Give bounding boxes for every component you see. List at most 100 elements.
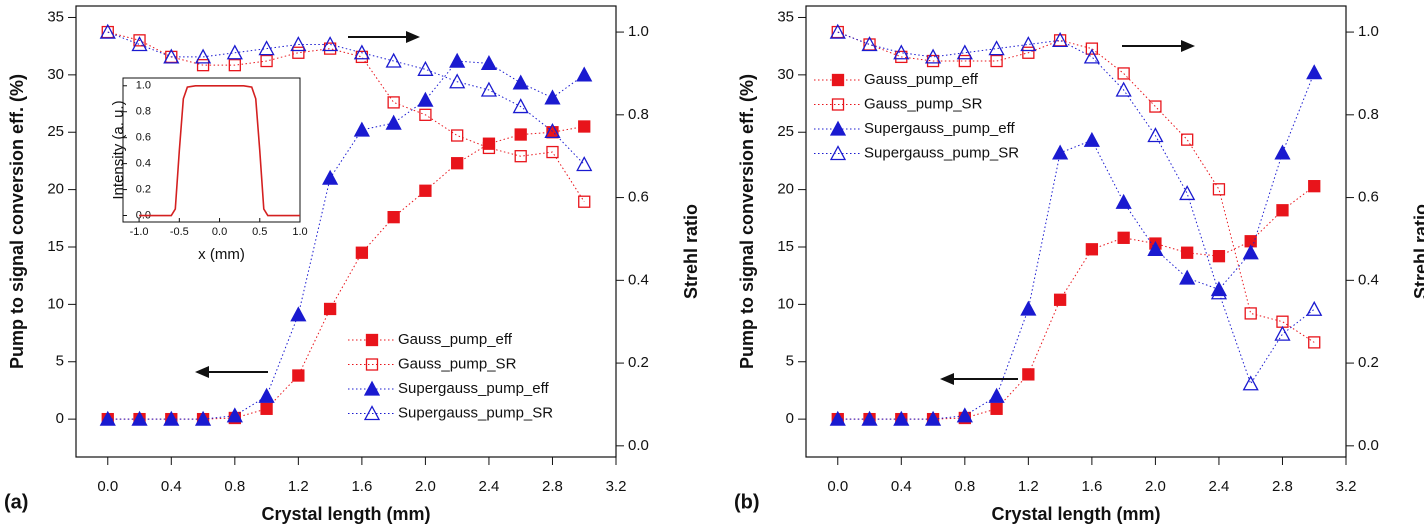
marker (861, 36, 878, 52)
marker (1244, 307, 1257, 320)
marker (893, 44, 910, 60)
series-line (107, 60, 585, 420)
marker (576, 66, 593, 82)
marker (1212, 250, 1226, 263)
legend-label: Supergauss_pump_SR (398, 404, 553, 421)
y-tick-label: 35 (777, 8, 794, 25)
y2-tick-label: 0.8 (628, 106, 649, 123)
marker (196, 59, 210, 72)
marker (419, 184, 432, 197)
marker (990, 54, 1003, 68)
marker (194, 410, 212, 426)
marker (99, 23, 116, 39)
y-tick-label: 10 (47, 295, 64, 312)
legend-label: Supergauss_pump_eff (864, 120, 1015, 137)
legend-label: Gauss_pump_eff (398, 331, 513, 348)
marker (131, 410, 148, 426)
marker (1083, 48, 1100, 64)
marker (226, 407, 243, 423)
marker (1179, 185, 1196, 201)
y-axis-label: Pump to signal conversion eff. (%) (737, 74, 757, 369)
marker (1274, 325, 1291, 341)
legend-label: Gauss_pump_SR (398, 355, 517, 372)
y-tick-label: 0 (56, 410, 64, 427)
x-tick-label: 0.0 (97, 478, 118, 495)
marker (988, 387, 1005, 403)
marker (514, 128, 527, 141)
marker (385, 114, 402, 130)
x-tick-label: 0.4 (161, 478, 182, 495)
y-tick-label: 0 (786, 410, 794, 427)
marker (355, 246, 369, 259)
y2-axis-label: Strehl ratio (1411, 204, 1424, 299)
x-tick-label: 1.2 (1018, 478, 1039, 495)
legend-marker (363, 380, 381, 396)
arrow-head (1181, 40, 1195, 52)
marker (417, 60, 434, 76)
x-tick-label: 2.0 (415, 478, 436, 495)
y2-axis-label: Strehl ratio (681, 204, 701, 299)
marker (514, 150, 527, 163)
marker (990, 402, 1003, 415)
marker (260, 54, 273, 68)
marker (1052, 144, 1069, 160)
marker (1053, 293, 1067, 306)
marker (1149, 100, 1162, 113)
x-tick-label: 2.4 (1209, 478, 1230, 495)
legend-marker (365, 333, 379, 347)
marker (163, 410, 180, 426)
marker (861, 410, 878, 426)
marker (829, 410, 846, 426)
y2-tick-label: 0.0 (628, 437, 649, 454)
marker (1085, 243, 1099, 256)
marker (323, 302, 337, 316)
y-tick-label: 0.2 (136, 183, 151, 195)
series-line (107, 31, 585, 202)
marker (131, 36, 148, 52)
arrow-head (195, 366, 209, 378)
legend-label: Gauss_pump_SR (864, 95, 983, 112)
x-tick-label: 0.0 (212, 226, 227, 238)
marker (99, 410, 116, 426)
marker (1276, 204, 1289, 217)
arrow-head (406, 31, 420, 43)
marker (353, 44, 370, 60)
legend-marker (829, 120, 847, 136)
marker (1242, 375, 1259, 391)
x-tick-label: 1.0 (292, 226, 307, 238)
legend-marker (365, 358, 379, 371)
series-line (837, 31, 1315, 385)
legend-label: Gauss_pump_eff (864, 71, 979, 88)
marker (1147, 240, 1164, 256)
legend-marker (363, 405, 381, 421)
marker (1181, 133, 1194, 146)
y2-tick-label: 0.0 (1358, 437, 1379, 454)
marker (417, 91, 434, 107)
y-tick-label: 1.0 (136, 80, 151, 92)
x-tick-label: 2.8 (542, 478, 563, 495)
marker (290, 306, 307, 322)
marker (1179, 269, 1196, 285)
x-tick-label: 2.8 (1272, 478, 1293, 495)
y-tick-label: 30 (777, 66, 794, 83)
marker (958, 54, 971, 68)
legend-marker (831, 98, 845, 111)
series-line (837, 31, 1315, 343)
x-tick-label: -1.0 (130, 226, 149, 238)
x-axis-label: Crystal length (mm) (991, 504, 1160, 524)
y-tick-label: 15 (777, 238, 794, 255)
marker (290, 36, 307, 52)
marker (1306, 300, 1323, 316)
legend-marker (829, 145, 847, 161)
x-tick-label: 3.2 (1336, 478, 1357, 495)
inset-frame (122, 77, 301, 223)
y-tick-label: 0.6 (136, 132, 151, 144)
marker (258, 40, 275, 56)
x-tick-label: 2.0 (1145, 478, 1166, 495)
x-tick-label: 0.8 (224, 478, 245, 495)
series-line (107, 31, 585, 165)
marker (226, 44, 243, 60)
y2-tick-label: 0.6 (1358, 189, 1379, 206)
marker (292, 46, 305, 59)
marker (353, 121, 370, 137)
